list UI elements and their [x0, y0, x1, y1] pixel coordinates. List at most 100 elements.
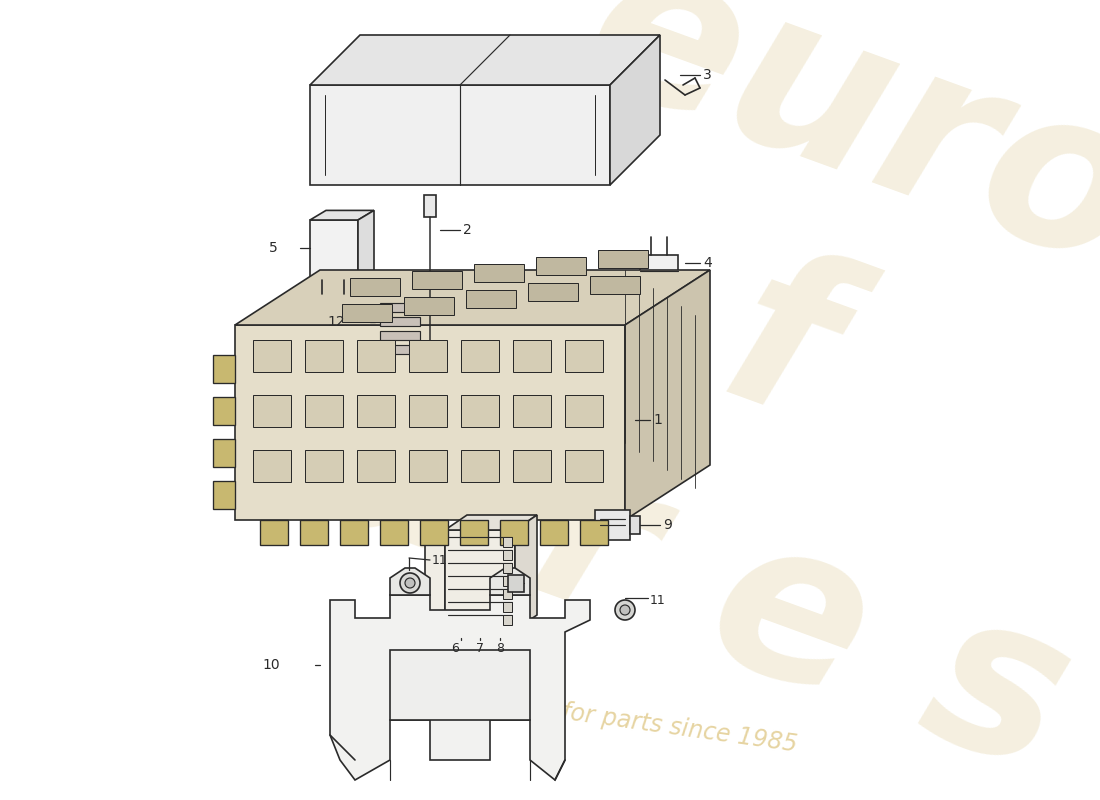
Polygon shape — [503, 563, 512, 573]
Polygon shape — [503, 537, 512, 547]
Text: euro
f
a r e s: euro f a r e s — [295, 0, 1100, 800]
Polygon shape — [358, 210, 374, 280]
Polygon shape — [305, 395, 343, 427]
Polygon shape — [379, 331, 420, 340]
Polygon shape — [379, 345, 420, 354]
Text: 1: 1 — [653, 413, 662, 427]
Polygon shape — [412, 271, 462, 289]
Polygon shape — [350, 278, 400, 296]
Polygon shape — [379, 520, 408, 545]
Polygon shape — [390, 650, 530, 720]
Polygon shape — [503, 602, 512, 612]
Polygon shape — [235, 270, 710, 325]
Polygon shape — [404, 297, 454, 315]
Polygon shape — [515, 515, 537, 630]
Polygon shape — [490, 568, 530, 595]
Polygon shape — [565, 340, 603, 372]
Polygon shape — [375, 285, 441, 295]
Polygon shape — [503, 589, 512, 599]
Polygon shape — [595, 510, 630, 540]
Polygon shape — [358, 450, 395, 482]
Polygon shape — [358, 395, 395, 427]
Circle shape — [615, 600, 635, 620]
Polygon shape — [508, 575, 524, 592]
Text: 4: 4 — [703, 256, 712, 270]
Polygon shape — [310, 220, 358, 280]
Polygon shape — [330, 595, 590, 780]
Polygon shape — [213, 439, 235, 467]
Polygon shape — [598, 250, 648, 268]
Polygon shape — [310, 85, 610, 185]
Polygon shape — [446, 515, 537, 530]
Polygon shape — [460, 520, 488, 545]
Text: 10: 10 — [263, 658, 280, 672]
Polygon shape — [513, 450, 551, 482]
Polygon shape — [565, 395, 603, 427]
Polygon shape — [235, 325, 625, 520]
Polygon shape — [503, 576, 512, 586]
Polygon shape — [461, 340, 499, 372]
Polygon shape — [420, 520, 448, 545]
Polygon shape — [590, 276, 640, 294]
Polygon shape — [213, 481, 235, 509]
Polygon shape — [500, 520, 528, 545]
Polygon shape — [461, 395, 499, 427]
Polygon shape — [565, 450, 603, 482]
Polygon shape — [580, 520, 608, 545]
Polygon shape — [425, 532, 454, 540]
Polygon shape — [253, 450, 292, 482]
Polygon shape — [425, 285, 441, 360]
Polygon shape — [260, 520, 288, 545]
Polygon shape — [409, 395, 447, 427]
Polygon shape — [390, 568, 430, 595]
Text: a passion for parts since 1985: a passion for parts since 1985 — [441, 683, 799, 757]
Polygon shape — [630, 516, 640, 534]
Text: 8: 8 — [496, 642, 504, 654]
Polygon shape — [213, 397, 235, 425]
Polygon shape — [424, 195, 436, 217]
Polygon shape — [253, 395, 292, 427]
Polygon shape — [503, 550, 512, 560]
Polygon shape — [375, 295, 425, 360]
Polygon shape — [379, 317, 420, 326]
Polygon shape — [425, 540, 446, 640]
Polygon shape — [342, 304, 392, 322]
Polygon shape — [461, 450, 499, 482]
Polygon shape — [358, 340, 395, 372]
Polygon shape — [640, 255, 678, 279]
Text: 7: 7 — [476, 642, 484, 654]
Polygon shape — [513, 340, 551, 372]
Text: 12: 12 — [328, 315, 345, 329]
Circle shape — [405, 578, 415, 588]
Polygon shape — [513, 395, 551, 427]
Text: 2: 2 — [463, 223, 472, 237]
Polygon shape — [610, 35, 660, 185]
Text: 11: 11 — [432, 554, 448, 566]
Polygon shape — [305, 340, 343, 372]
Polygon shape — [446, 530, 515, 630]
Polygon shape — [310, 210, 374, 220]
Polygon shape — [409, 450, 447, 482]
Polygon shape — [474, 264, 524, 282]
Text: 5: 5 — [270, 241, 278, 255]
Polygon shape — [305, 450, 343, 482]
Polygon shape — [253, 340, 292, 372]
Polygon shape — [300, 520, 328, 545]
Polygon shape — [528, 283, 578, 301]
Polygon shape — [625, 270, 710, 520]
Text: 6: 6 — [451, 642, 459, 654]
Polygon shape — [409, 340, 447, 372]
Polygon shape — [503, 615, 512, 625]
Text: 9: 9 — [663, 518, 672, 532]
Circle shape — [620, 605, 630, 615]
Polygon shape — [310, 35, 660, 85]
Text: 11: 11 — [650, 594, 666, 606]
Polygon shape — [536, 257, 586, 275]
Circle shape — [400, 573, 420, 593]
Polygon shape — [466, 290, 516, 308]
Polygon shape — [540, 520, 568, 545]
Text: 3: 3 — [703, 68, 712, 82]
Polygon shape — [379, 303, 420, 312]
Polygon shape — [340, 520, 368, 545]
Polygon shape — [213, 355, 235, 383]
